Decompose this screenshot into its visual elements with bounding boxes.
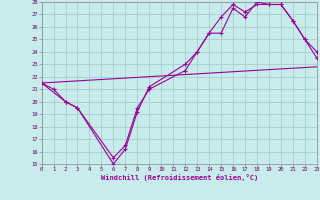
X-axis label: Windchill (Refroidissement éolien,°C): Windchill (Refroidissement éolien,°C) [100,174,258,181]
